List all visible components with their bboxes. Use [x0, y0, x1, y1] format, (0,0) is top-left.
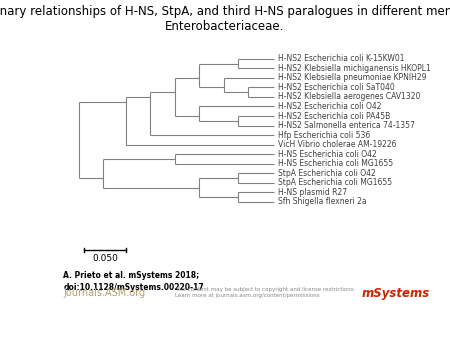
Text: A. Prieto et al. mSystems 2018;: A. Prieto et al. mSystems 2018;	[63, 271, 199, 280]
Text: 0.050: 0.050	[92, 254, 118, 263]
Text: Evolutionary relationships of H-NS, StpA, and third H-NS paralogues in different: Evolutionary relationships of H-NS, StpA…	[0, 5, 450, 33]
Text: H-NS Escherichia coli MG1655: H-NS Escherichia coli MG1655	[278, 159, 393, 168]
Text: H-NS2 Escherichia coli K-15KW01: H-NS2 Escherichia coli K-15KW01	[278, 54, 404, 63]
Text: H-NS2 Escherichia coli SaT040: H-NS2 Escherichia coli SaT040	[278, 83, 395, 92]
Text: Sfh Shigella flexneri 2a: Sfh Shigella flexneri 2a	[278, 197, 366, 207]
Text: H-NS2 Klebsiella michiganensis HKOPL1: H-NS2 Klebsiella michiganensis HKOPL1	[278, 64, 431, 73]
Text: mSystems: mSystems	[361, 287, 430, 299]
Text: H-NS Escherichia coli O42: H-NS Escherichia coli O42	[278, 150, 377, 159]
Text: H-NS2 Salmonella enterica 74-1357: H-NS2 Salmonella enterica 74-1357	[278, 121, 414, 130]
Text: Hfp Escherichia coli 536: Hfp Escherichia coli 536	[278, 130, 370, 140]
Text: StpA Escherichia coli O42: StpA Escherichia coli O42	[278, 169, 375, 178]
Text: doi:10.1128/mSystems.00220-17: doi:10.1128/mSystems.00220-17	[63, 283, 204, 292]
Text: This content may be subject to copyright and license restrictions.
Learn more at: This content may be subject to copyright…	[175, 287, 355, 298]
Text: H-NS2 Klebsiella aerogenes CAV1320: H-NS2 Klebsiella aerogenes CAV1320	[278, 93, 420, 101]
Text: H-NS2 Klebsiella pneumoniae KPNIH29: H-NS2 Klebsiella pneumoniae KPNIH29	[278, 73, 426, 82]
Text: H-NS plasmid R27: H-NS plasmid R27	[278, 188, 347, 197]
Text: Journals.ASM.org: Journals.ASM.org	[63, 288, 145, 298]
Text: H-NS2 Escherichia coli O42: H-NS2 Escherichia coli O42	[278, 102, 381, 111]
Text: H-NS2 Escherichia coli PA45B: H-NS2 Escherichia coli PA45B	[278, 112, 390, 121]
Text: StpA Escherichia coli MG1655: StpA Escherichia coli MG1655	[278, 178, 392, 187]
Text: VicH Vibrio cholerae AM-19226: VicH Vibrio cholerae AM-19226	[278, 140, 396, 149]
